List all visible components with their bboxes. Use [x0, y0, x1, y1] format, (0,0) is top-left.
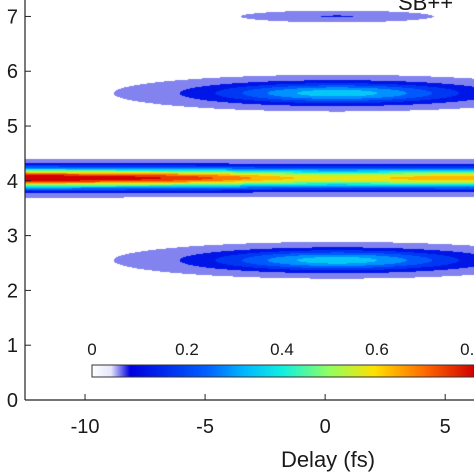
colorbar-tick-label: 0: [87, 340, 96, 359]
axes: 0 1 2 3 4 5 6 7 -10 -5 0 5: [7, 0, 474, 438]
y-tick-label: 3: [7, 226, 18, 248]
x-ticks: -10 -5 0 5: [71, 394, 451, 438]
y-tick-label: 7: [7, 6, 18, 28]
panel-label: SB++: [398, 0, 453, 15]
y-ticks: 0 1 2 3 4 5 6 7: [7, 6, 31, 412]
y-tick-label: 1: [7, 335, 18, 357]
colorbar-tick-label: 0.2: [175, 340, 199, 359]
y-tick-label: 6: [7, 61, 18, 83]
x-tick-label: -10: [71, 416, 100, 438]
y-tick-label: 0: [7, 390, 18, 412]
y-tick-label: 4: [7, 171, 18, 193]
x-tick-label: 0: [320, 416, 331, 438]
y-tick-label: 5: [7, 116, 18, 138]
colorbar-ticks: 0 0.2 0.4 0.6 0.8: [87, 340, 474, 359]
x-tick-label: 5: [440, 416, 451, 438]
colorbar-gradient: [91, 364, 474, 378]
colorbar-tick-label: 0.4: [270, 340, 294, 359]
x-axis-label: Delay (fs): [281, 447, 375, 472]
x-tick-label: -5: [196, 416, 214, 438]
colorbar: 0 0.2 0.4 0.6 0.8: [87, 340, 474, 378]
panel-label-group: SB++: [398, 0, 453, 15]
y-tick-label: 2: [7, 280, 18, 302]
heatmap-image: [25, 0, 474, 400]
colorbar-tick-label: 0.8: [460, 340, 474, 359]
colorbar-tick-label: 0.6: [365, 340, 389, 359]
